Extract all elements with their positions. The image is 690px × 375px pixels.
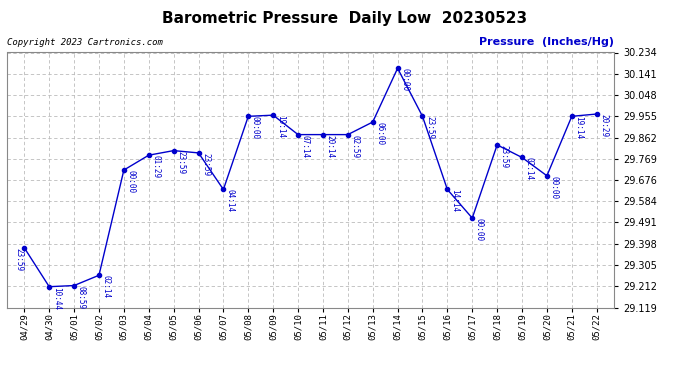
Text: 00:00: 00:00 bbox=[126, 170, 135, 193]
Text: 00:00: 00:00 bbox=[549, 176, 558, 199]
Text: 01:29: 01:29 bbox=[151, 155, 160, 178]
Text: 23:59: 23:59 bbox=[14, 248, 23, 271]
Text: 00:00: 00:00 bbox=[250, 116, 259, 140]
Text: 06:00: 06:00 bbox=[375, 122, 384, 145]
Text: 02:59: 02:59 bbox=[351, 135, 359, 158]
Text: 00:00: 00:00 bbox=[400, 68, 409, 92]
Text: 14:14: 14:14 bbox=[450, 189, 459, 213]
Text: 02:14: 02:14 bbox=[524, 158, 533, 181]
Text: 23:59: 23:59 bbox=[201, 153, 210, 176]
Text: 19:14: 19:14 bbox=[574, 116, 583, 140]
Text: 07:14: 07:14 bbox=[301, 135, 310, 158]
Text: 02:14: 02:14 bbox=[101, 275, 110, 298]
Text: 10:44: 10:44 bbox=[52, 287, 61, 310]
Text: Copyright 2023 Cartronics.com: Copyright 2023 Cartronics.com bbox=[7, 38, 163, 47]
Text: Pressure  (Inches/Hg): Pressure (Inches/Hg) bbox=[479, 38, 614, 47]
Text: 04:14: 04:14 bbox=[226, 189, 235, 213]
Text: 23:59: 23:59 bbox=[425, 116, 434, 140]
Text: 23:59: 23:59 bbox=[500, 145, 509, 168]
Text: 20:29: 20:29 bbox=[599, 114, 608, 137]
Text: 23:59: 23:59 bbox=[176, 151, 185, 174]
Text: 19:14: 19:14 bbox=[276, 115, 285, 138]
Text: 08:59: 08:59 bbox=[77, 285, 86, 309]
Text: Barometric Pressure  Daily Low  20230523: Barometric Pressure Daily Low 20230523 bbox=[162, 11, 528, 26]
Text: 00:00: 00:00 bbox=[475, 218, 484, 241]
Text: 20:14: 20:14 bbox=[326, 135, 335, 158]
